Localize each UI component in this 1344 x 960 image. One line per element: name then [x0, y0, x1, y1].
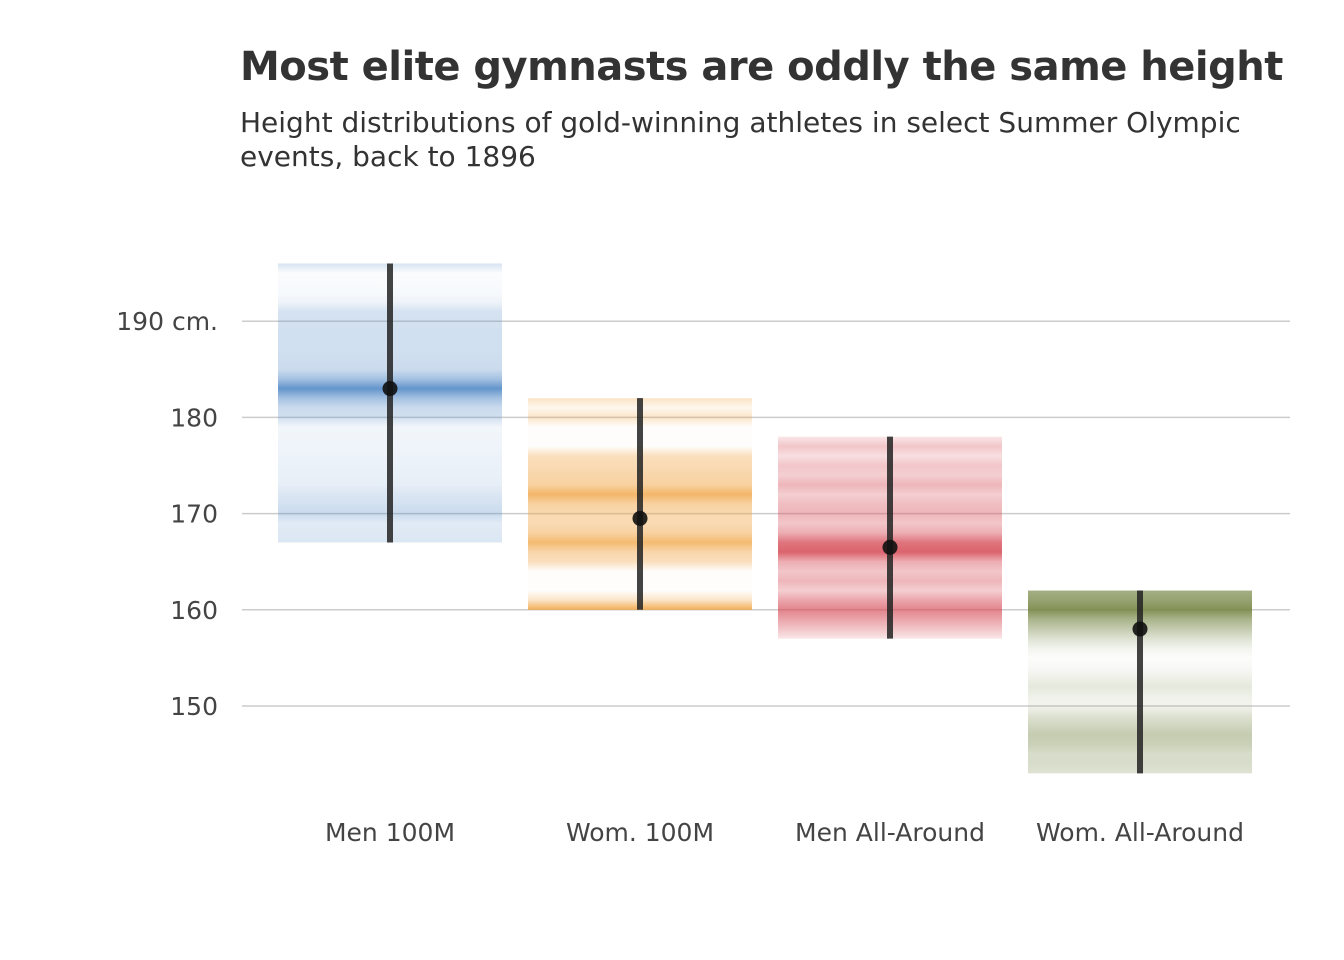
x-axis-ticks: Men 100M Wom. 100M Men All-Around Wom. All-… [325, 818, 1244, 847]
range-lines [387, 263, 1143, 774]
mean-points [382, 381, 1148, 637]
mean-point [382, 381, 398, 397]
mean-point [632, 510, 648, 526]
y-tick-label: 180 [170, 403, 218, 432]
mean-point [1132, 621, 1148, 637]
x-tick-label: Men 100M [325, 818, 455, 847]
y-tick-label: 190 cm. [116, 307, 218, 336]
distribution-bands [278, 263, 1252, 774]
x-tick-label: Wom. 100M [566, 818, 714, 847]
chart-subtitle: Height distributions of gold-winning ath… [240, 106, 1241, 173]
y-axis-ticks: 150 160 170 180 190 cm. [116, 307, 218, 721]
y-tick-label: 170 [170, 500, 218, 529]
y-tick-label: 150 [170, 692, 218, 721]
chart-title: Most elite gymnasts are oddly the same h… [240, 44, 1283, 90]
x-tick-label: Wom. All-Around [1036, 818, 1244, 847]
y-tick-label: 160 [170, 596, 218, 625]
mean-point [882, 539, 898, 555]
x-tick-label: Men All-Around [795, 818, 985, 847]
